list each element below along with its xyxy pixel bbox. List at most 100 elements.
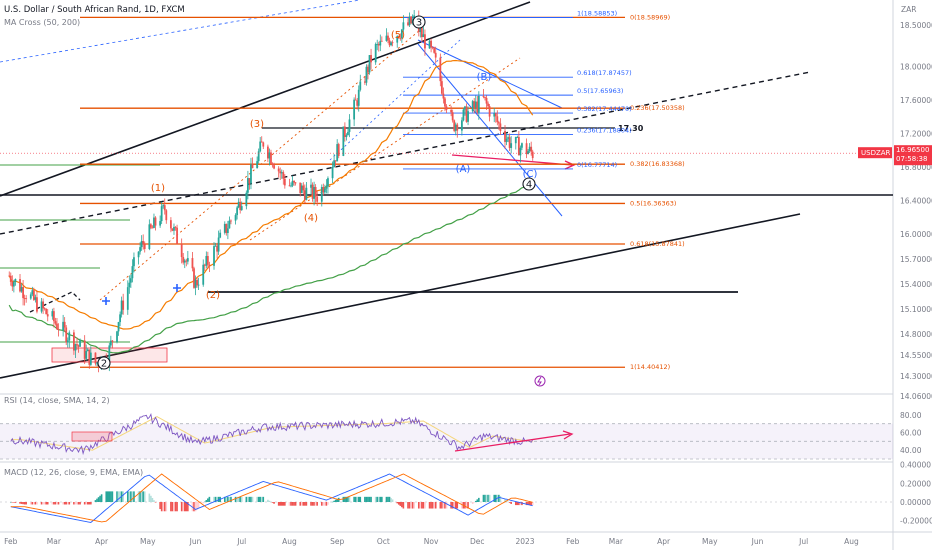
macd-histogram-bar [453, 502, 455, 509]
candle-body [440, 81, 443, 94]
price-tick-label: 17.60000 [900, 96, 932, 105]
macd-histogram-bar [202, 502, 205, 504]
macd-histogram-bar [43, 502, 46, 505]
lightning-icon [537, 376, 542, 386]
macd-histogram-bar [377, 496, 380, 502]
rsi-divergence-line [454, 433, 571, 452]
candle-body [216, 245, 218, 252]
macd-histogram-bar [527, 502, 529, 506]
macd-histogram-bar [131, 491, 134, 502]
candle-body [442, 93, 445, 99]
fib-blue-label: 0.618(17.87457) [577, 69, 632, 77]
candle-body [205, 256, 208, 266]
candle-body [148, 224, 151, 249]
candle-body [171, 228, 174, 231]
macd-histogram-bar [42, 502, 44, 505]
macd-histogram-bar [461, 502, 463, 509]
candle-body [260, 141, 263, 143]
macd-histogram-bar [227, 496, 229, 502]
candle-body [54, 321, 57, 324]
macd-histogram-bar [165, 502, 168, 512]
macd-histogram-bar [367, 496, 369, 502]
macd-histogram-bar [518, 502, 520, 506]
macd-tick-label: 0.40000 [900, 461, 931, 470]
candle-body [219, 232, 222, 238]
macd-histogram-bar [441, 502, 443, 509]
candle-body [363, 81, 366, 83]
macd-panel [0, 473, 893, 523]
macd-histogram-bar [203, 501, 206, 503]
wave-label: (A) [456, 164, 471, 175]
macd-histogram-bar [284, 502, 286, 506]
price-badge-countdown: 07:58:38 [896, 155, 927, 163]
candle-body [8, 275, 11, 277]
macd-histogram-bar [305, 502, 308, 506]
macd-histogram-bar [133, 491, 135, 502]
macd-histogram-bar [29, 502, 32, 505]
candle-body [397, 36, 400, 38]
fib-blue-label: 0(16.77714) [577, 161, 617, 169]
rsi-legend[interactable]: RSI (14, close, SMA, 14, 2) [4, 396, 110, 405]
candle-body [160, 206, 163, 222]
macd-histogram-bar [34, 502, 37, 505]
candle-body [400, 29, 403, 39]
macd-histogram-bar [510, 502, 512, 504]
macd-histogram-bar [193, 502, 195, 512]
time-tick-label: May [702, 537, 718, 546]
candle-body [505, 138, 508, 142]
time-tick-label: Sep [330, 537, 344, 546]
candle-body [73, 332, 75, 351]
candle-body [365, 66, 368, 83]
macd-histogram-bar [96, 498, 98, 502]
candle-body [29, 294, 32, 299]
macd-histogram-bar [280, 502, 283, 506]
ma-cross-legend[interactable]: MA Cross (50, 200) [4, 18, 81, 27]
candle-body [300, 185, 303, 194]
wave-label: (2) [206, 290, 220, 301]
macd-histogram-bar [208, 496, 211, 502]
candle-body [163, 205, 166, 211]
macd-histogram-bar [137, 491, 140, 502]
candle-body [288, 185, 291, 187]
candle-body [203, 264, 206, 266]
macd-histogram-bar [282, 502, 285, 506]
candle-body [444, 98, 446, 107]
symbol-title[interactable]: U.S. Dollar / South African Rand, 1D, FX… [4, 5, 185, 15]
macd-histogram-bar [439, 502, 442, 509]
candle-body [185, 260, 188, 262]
candle-body [196, 279, 198, 286]
candle-body [484, 96, 486, 98]
candle-body [186, 258, 189, 262]
macd-histogram-bar [300, 502, 303, 506]
candle-body [32, 290, 35, 300]
macd-histogram-bar [262, 496, 265, 502]
macd-histogram-bar [90, 502, 92, 505]
macd-histogram-bar [327, 502, 329, 505]
time-tick-label: Jun [189, 537, 202, 546]
macd-histogram-bar [519, 502, 522, 506]
time-tick-label: Dec [470, 537, 485, 546]
macd-histogram-bar [528, 502, 531, 506]
macd-histogram-bar [182, 502, 185, 512]
candle-body [380, 40, 383, 42]
macd-histogram-bar [248, 496, 251, 502]
blue-channel-line [417, 43, 563, 217]
macd-histogram-bar [245, 496, 248, 502]
macd-histogram-bar [421, 502, 423, 509]
candle-body [353, 99, 356, 120]
macd-histogram-bar [345, 496, 348, 502]
macd-legend[interactable]: MACD (12, 26, close, 9, EMA, EMA) [4, 468, 144, 477]
macd-histogram-bar [359, 496, 362, 502]
fib-orange-label: 0.382(16.83368) [630, 160, 685, 168]
macd-histogram-bar [353, 496, 355, 502]
macd-histogram-bar [40, 502, 43, 505]
macd-histogram-bar [196, 502, 198, 510]
candle-body [476, 101, 479, 113]
macd-histogram-bar [474, 500, 477, 502]
candle-body [120, 300, 123, 315]
candle-body [331, 166, 334, 179]
candle-body [19, 279, 21, 292]
wave-label: 3 [416, 18, 422, 29]
macd-histogram-bar [487, 494, 489, 502]
